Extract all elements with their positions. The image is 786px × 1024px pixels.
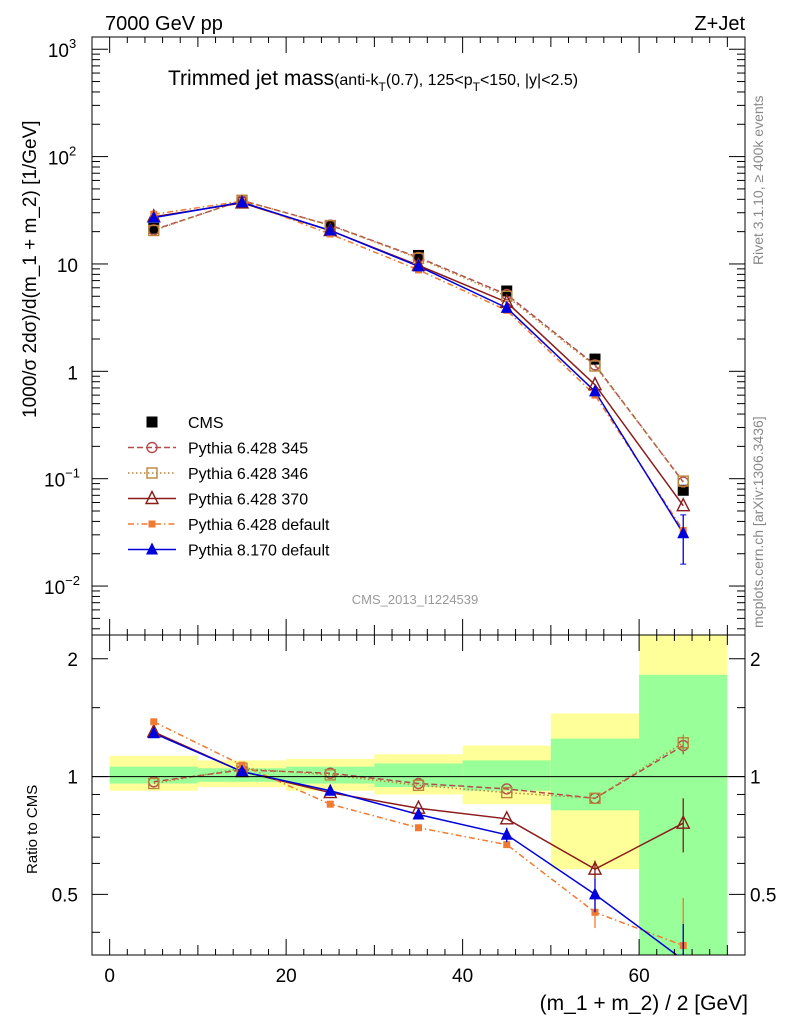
y-tick-exp: 3 [69,36,76,51]
series-point-top-4-0 [147,210,160,223]
series-point-ratio-4-3 [412,807,425,820]
x-tick-label-1: 20 [276,966,297,987]
series-point-top-4-5 [588,384,601,397]
series-point-top-4-3 [412,259,425,272]
y-tick-label-top-1: 10−1 [44,466,80,492]
series-point-ratio-1-0 [148,777,160,790]
y-tick-label-bottom-right-2: 2 [750,650,761,671]
series-point-ratio-3-3 [415,824,422,832]
y-tick-label-bottom-2: 2 [67,650,78,671]
legend-label-2: Pythia 6.428 370 [188,492,308,509]
title-main: Trimmed jet mass [168,67,334,90]
header-left: 7000 GeV pp [105,13,223,35]
series-point-top-2-6 [676,497,691,512]
series-point-ratio-4-1 [236,764,249,777]
legend-label-cms: CMS [188,415,224,432]
cms-point-3 [413,249,424,261]
ratio-uncertainty-bands [109,635,728,955]
y-tick-label-top-2: 1 [67,363,78,384]
y-tick-label-bottom-right-0: 0.5 [750,885,776,906]
bottom-panel-frame [91,634,746,956]
y-tick-label-bottom-0: 0.5 [52,885,78,906]
plot-title: Trimmed jet mass(anti-kT(0.7), 125<pT<15… [168,67,578,94]
watermark: CMS_2013_I1224539 [352,592,479,607]
legend-marker-2 [144,489,160,505]
series-point-ratio-1-2 [324,769,336,781]
legend-label-4: Pythia 8.170 default [188,543,330,560]
mcplots-label: mcplots.cern.ch [arXiv:1306.3436] [750,416,766,628]
cms-point-0 [148,222,160,234]
y-axis-label-top: 1000/σ 2dσ)/d(m_1 + m_2) [1/GeV] [20,120,41,418]
title-sub-e: <150, |y|<2.5) [480,72,578,89]
x-tick-label-3: 60 [629,966,650,987]
legend: CMS Pythia 6.428 345 Pythia 6.428 346 Pythi… [128,415,330,560]
y-tick-label-top-4: 102 [48,144,76,170]
legend-marker-cms [146,416,158,428]
series-point-ratio-3-2 [326,800,334,808]
series-point-top-1-5 [589,360,601,372]
title-sub-b: T [379,80,387,94]
cms-point-6 [677,484,689,496]
rivet-label: Rivet 3.1.10, ≥ 400k events [750,95,766,265]
series-point-top-1-6 [677,475,689,487]
band-green-0 [109,766,198,784]
x-axis-label: (m_1 + m_2) / 2 [GeV] [540,992,748,1015]
series-point-ratio-1-3 [412,779,425,791]
series-point-ratio-4-0 [147,726,160,739]
y-tick-exp: 2 [69,144,76,159]
series-point-top-4-4 [500,300,513,313]
y-tick-label-top-0: 10−2 [44,573,80,599]
series-line-top-2 [153,202,684,507]
y-tick-exp: −2 [65,573,80,588]
y-tick-base: 1 [67,363,78,384]
series-markers [146,194,691,955]
legend-label-1: Pythia 6.428 346 [188,466,308,483]
title-sub-a: (anti-k [334,72,379,89]
title-sub-c: (0.7), 125<p [386,72,473,89]
y-tick-label-bottom-right-1: 1 [750,768,761,789]
band-green-5 [550,738,640,811]
title-sub-d: T [473,80,481,94]
series-point-ratio-1-4 [501,786,513,799]
series-point-top-4-1 [236,195,249,208]
series-point-ratio-4-2 [324,783,337,796]
legend-marker-0 [146,441,158,454]
series-point-top-1-0 [148,224,160,237]
y-tick-exp: −1 [65,466,80,481]
cms-point-5 [589,353,601,365]
series-point-ratio-2-4 [499,810,514,825]
series-point-ratio-3-4 [503,841,511,849]
legend-label-0: Pythia 6.428 345 [188,441,308,458]
legend-marker-3 [148,520,156,528]
y-tick-label-bottom-1: 1 [67,768,78,789]
y-tick-label-top-5: 103 [48,36,76,62]
series-point-ratio-1-5 [589,792,601,804]
x-tick-label-2: 40 [452,966,473,987]
y-tick-label-top-3: 10 [57,256,78,277]
band-green-4 [462,760,551,791]
legend-marker-1 [146,467,158,479]
legend-label-3: Pythia 6.428 default [188,517,330,534]
ratio-markers [146,718,691,955]
series-point-top-4-2 [324,223,337,236]
x-tick-label-0: 0 [104,966,115,987]
series-line-ratio-0 [153,744,684,800]
y-tick-base: 10 [48,41,69,62]
legend-marker-4 [146,542,158,555]
y-axis-label-bottom: Ratio to CMS [24,785,41,874]
y-tick-base: 10 [44,578,65,599]
header-right: Z+Jet [694,13,745,35]
y-tick-base: 10 [48,149,69,170]
series-point-ratio-3-0 [150,718,158,726]
band-green-2 [286,766,375,784]
series-line-top-1 [153,199,684,482]
y-tick-base: 10 [44,471,65,492]
y-tick-base: 10 [57,256,78,277]
